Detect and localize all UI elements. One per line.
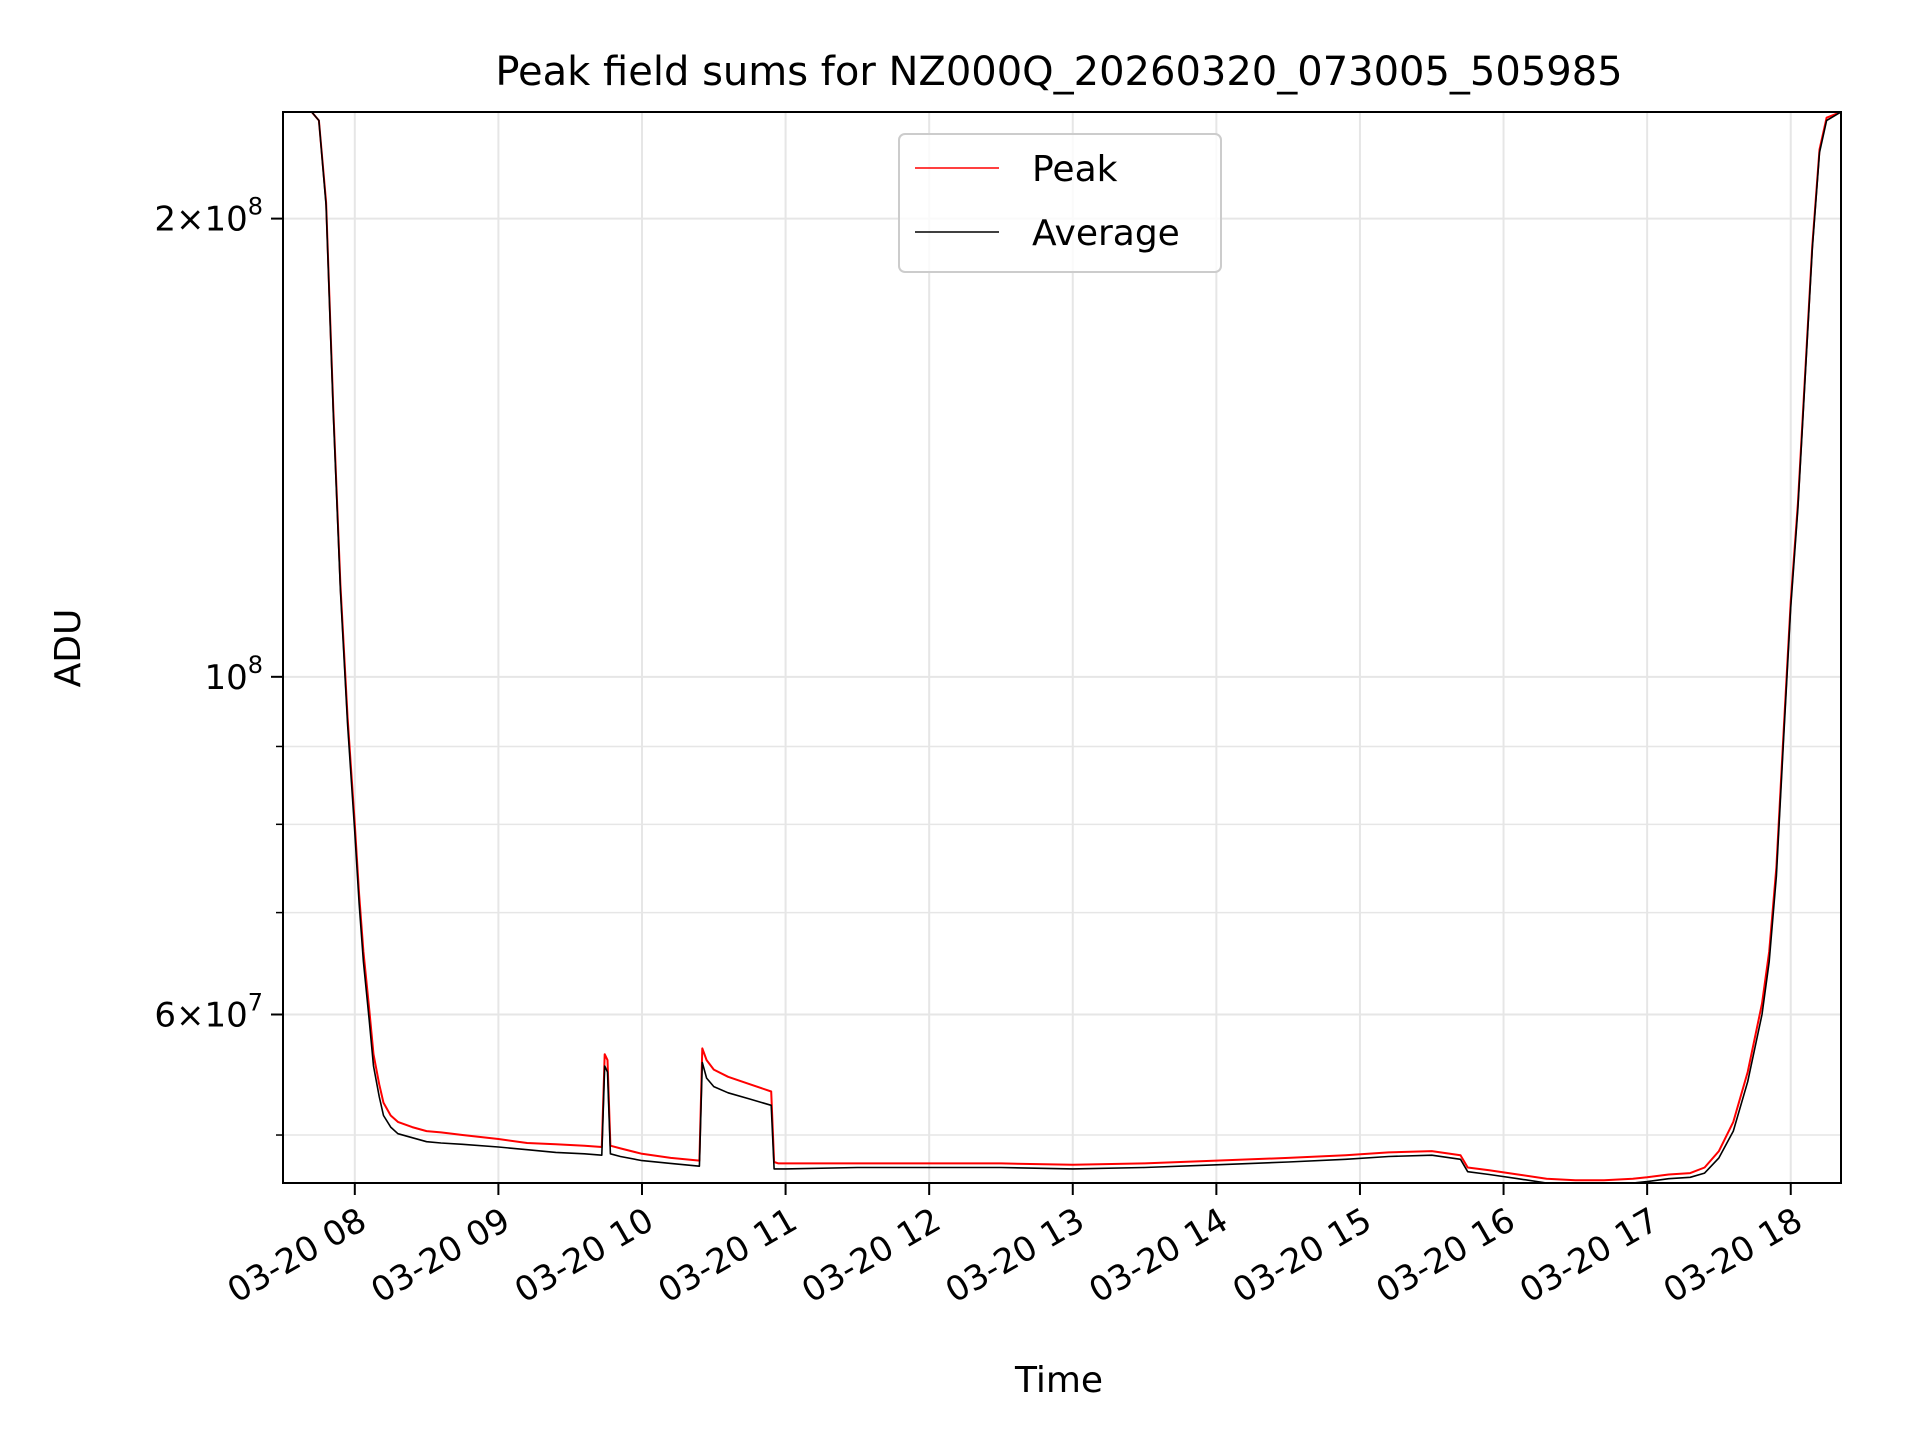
legend-average-label: Average: [1032, 213, 1180, 254]
y-tick-coef: 6: [154, 996, 176, 1036]
y-tick-label: 108: [204, 651, 263, 698]
plot-area: [283, 112, 1841, 1183]
y-tick-base: 10: [204, 658, 247, 698]
x-axis-label: Time: [1014, 1360, 1103, 1401]
y-axis-label: ADU: [48, 609, 89, 688]
legend-peak-label: Peak: [1032, 149, 1118, 190]
y-tick-base: 10: [204, 200, 247, 240]
legend: Peak Average: [898, 133, 1222, 273]
chart-title: Peak field sums for NZ000Q_20260320_0730…: [495, 49, 1622, 95]
y-tick-label: 2×108: [154, 193, 263, 240]
y-tick-coef: 2: [154, 200, 176, 240]
y-tick-label: 6×107: [154, 989, 263, 1036]
y-tick-exponent: 8: [248, 193, 263, 221]
y-tick-times: ×: [176, 996, 205, 1036]
y-tick-times: ×: [176, 200, 205, 240]
axes-frame: [282, 111, 1842, 1184]
y-tick-exponent: 8: [248, 651, 263, 679]
y-tick-exponent: 7: [248, 989, 263, 1017]
y-tick-base: 10: [204, 996, 247, 1036]
series-line-average: [283, 112, 1841, 1183]
grid: [283, 112, 1841, 1183]
